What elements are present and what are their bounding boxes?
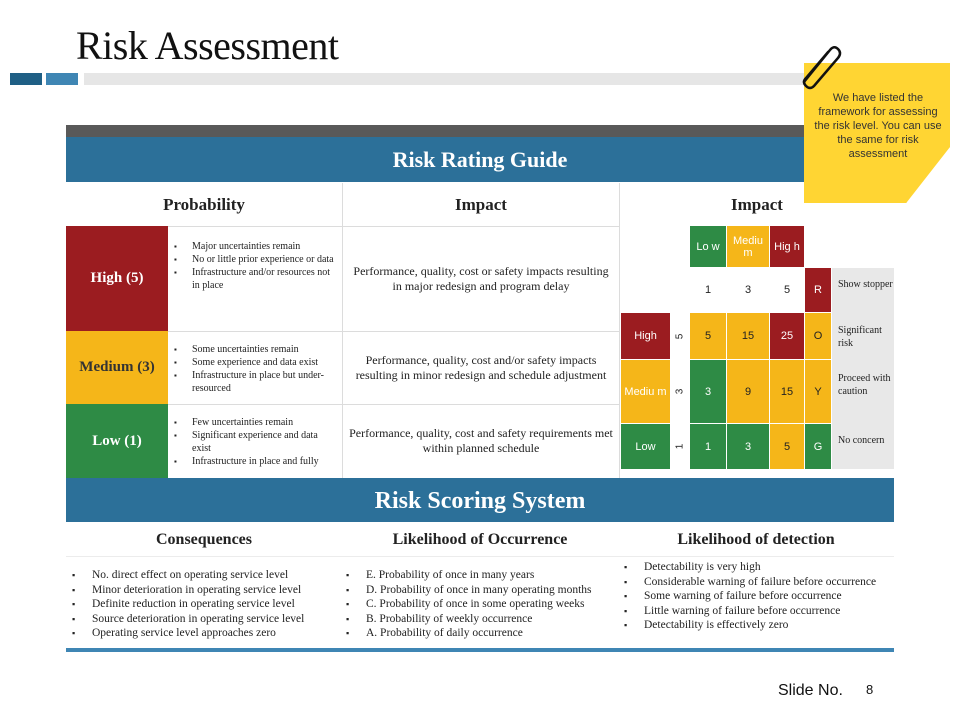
bottom-rule xyxy=(66,648,894,652)
occurrence-header: Likelihood of Occurrence xyxy=(392,531,568,548)
legend-text-y: Proceed with caution xyxy=(838,373,891,397)
impact-low-text: Performance, quality, cost and safety re… xyxy=(349,426,613,455)
bullet-item: Some uncertainties remain xyxy=(174,343,338,356)
occurrence-list: E. Probability of once in many years D. … xyxy=(342,568,618,641)
legend-text-g: No concern xyxy=(838,435,885,446)
legend-text-r: Show stopper xyxy=(838,279,893,290)
score-cell: 15 xyxy=(727,313,769,359)
impact-value: 3 xyxy=(744,284,752,296)
score-cell: 5 xyxy=(690,313,726,359)
consequences-header: Consequences xyxy=(155,531,252,548)
sticky-note-text: We have listed the framework for assessi… xyxy=(814,92,942,160)
probability-medium-cell: Medium (3) xyxy=(66,331,168,404)
grid-line xyxy=(66,556,894,557)
low-bullets: Few uncertainties remain Significant exp… xyxy=(174,416,338,468)
impact-level-high: Hig h xyxy=(770,226,804,267)
score-cell: 9 xyxy=(727,360,769,423)
page-title: Risk Assessment xyxy=(76,23,339,68)
bullet-item: Significant experience and data exist xyxy=(174,429,338,455)
risk-rating-guide-title: Risk Rating Guide xyxy=(66,137,894,182)
legend-code-g: G xyxy=(805,424,831,469)
list-item: Minor deterioration in operating service… xyxy=(68,583,340,598)
high-bullets: Major uncertainties remain No or little … xyxy=(174,240,338,292)
list-item: D. Probability of once in many operating… xyxy=(342,583,618,598)
list-item: B. Probability of weekly occurrence xyxy=(342,612,618,627)
impact-header: Impact xyxy=(455,195,507,214)
risk-scoring-system-title: Risk Scoring System xyxy=(66,478,894,522)
legend-code-y: Y xyxy=(805,360,831,423)
legend-code-o: O xyxy=(805,313,831,359)
grid-line xyxy=(66,226,619,227)
prob-value: 1 xyxy=(674,443,686,450)
probability-high-cell: High (5) xyxy=(66,226,168,331)
prob-level-low: Low xyxy=(621,424,670,469)
consequences-list: No. direct effect on operating service l… xyxy=(68,568,340,641)
list-item: Definite reduction in operating service … xyxy=(68,597,340,612)
bullet-item: Few uncertainties remain xyxy=(174,416,338,429)
list-item: Detectability is effectively zero xyxy=(620,618,892,633)
grid-line xyxy=(342,183,343,478)
score-cell: 1 xyxy=(690,424,726,469)
probability-low-cell: Low (1) xyxy=(66,404,168,478)
score-cell: 25 xyxy=(770,313,804,359)
grid-line xyxy=(168,331,619,332)
paperclip-icon xyxy=(802,46,842,90)
title-accent-light xyxy=(46,73,78,85)
grid-line xyxy=(619,183,620,478)
list-item: Detectability is very high xyxy=(620,560,892,575)
prob-level-medium: Mediu m xyxy=(621,360,670,423)
bullet-item: No or little prior experience or data xyxy=(174,253,338,266)
title-accent-dark xyxy=(10,73,42,85)
list-item: No. direct effect on operating service l… xyxy=(68,568,340,583)
list-item: Some warning of failure before occurrenc… xyxy=(620,589,892,604)
legend-panel xyxy=(832,268,894,469)
bullet-item: Infrastructure and/or resources not in p… xyxy=(174,266,338,292)
score-cell: 3 xyxy=(690,360,726,423)
detection-list: Detectability is very high Considerable … xyxy=(620,560,892,633)
sticky-note: We have listed the framework for assessi… xyxy=(804,63,950,203)
prob-level-high: High xyxy=(621,313,670,359)
top-strip xyxy=(66,125,894,137)
score-cell: 15 xyxy=(770,360,804,423)
slide-number: 8 xyxy=(866,682,874,697)
score-cell: 5 xyxy=(770,424,804,469)
list-item: C. Probability of once in some operating… xyxy=(342,597,618,612)
list-item: Considerable warning of failure before o… xyxy=(620,575,892,590)
impact-level-medium: Mediu m xyxy=(727,226,769,267)
bullet-item: Major uncertainties remain xyxy=(174,240,338,253)
probability-header: Probability xyxy=(163,195,245,214)
matrix-impact-header: Impact xyxy=(731,195,783,214)
list-item: E. Probability of once in many years xyxy=(342,568,618,583)
grid-line xyxy=(168,404,619,405)
title-underline xyxy=(84,73,950,85)
impact-value: 5 xyxy=(783,284,791,296)
legend-code-r: R xyxy=(805,268,831,312)
prob-value: 5 xyxy=(674,333,686,340)
impact-medium-text: Performance, quality, cost and/or safety… xyxy=(355,352,607,382)
detection-header: Likelihood of detection xyxy=(677,531,835,548)
impact-value: 1 xyxy=(704,284,712,296)
bullet-item: Infrastructure in place and fully xyxy=(174,455,338,468)
impact-level-low: Lo w xyxy=(690,226,726,267)
medium-bullets: Some uncertainties remain Some experienc… xyxy=(174,343,338,395)
impact-high-text: Performance, quality, cost or safety imp… xyxy=(353,263,609,293)
list-item: A. Probability of daily occurrence xyxy=(342,626,618,641)
bullet-item: Some experience and data exist xyxy=(174,356,338,369)
slide-label: Slide No. xyxy=(778,682,843,699)
bullet-item: Infrastructure in place but under-resour… xyxy=(174,369,338,395)
legend-text-o: Significant risk xyxy=(838,325,882,349)
score-cell: 3 xyxy=(727,424,769,469)
list-item: Operating service level approaches zero xyxy=(68,626,340,641)
list-item: Little warning of failure before occurre… xyxy=(620,604,892,619)
prob-value: 3 xyxy=(674,388,686,395)
list-item: Source deterioration in operating servic… xyxy=(68,612,340,627)
